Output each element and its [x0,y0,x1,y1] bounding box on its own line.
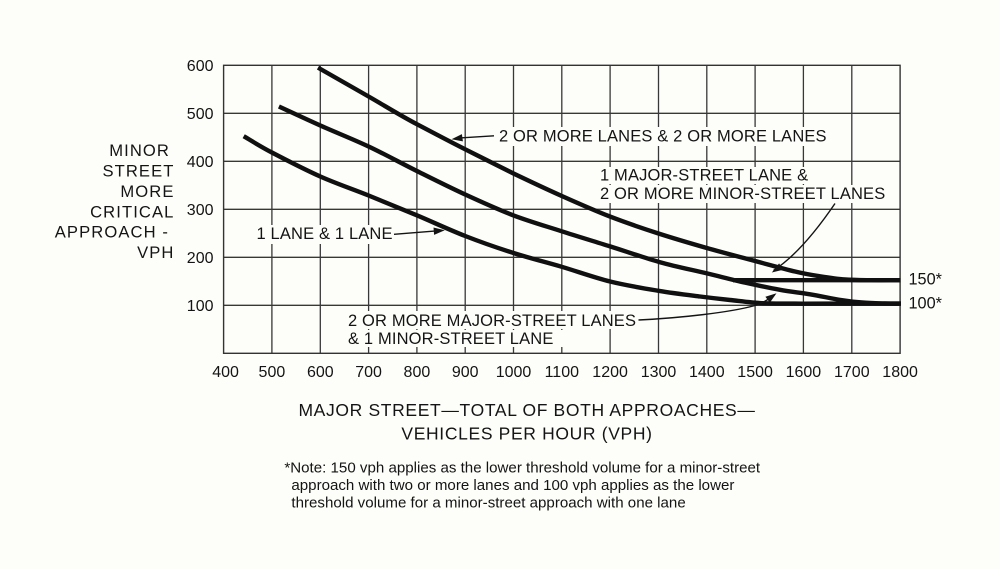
svg-text:1 LANE & 1 LANE: 1 LANE & 1 LANE [257,225,393,243]
svg-text:600: 600 [187,58,214,75]
svg-text:600: 600 [307,364,334,381]
svg-text:VPH: VPH [137,243,174,262]
svg-text:100*: 100* [909,295,943,313]
svg-text:MINOR: MINOR [109,141,170,160]
svg-text:1700: 1700 [834,364,870,381]
svg-text:2 OR MORE LANES & 2 OR MORE LA: 2 OR MORE LANES & 2 OR MORE LANES [499,128,827,146]
svg-text:MORE: MORE [120,182,174,201]
svg-text:MAJOR STREET—TOTAL OF BOTH APP: MAJOR STREET—TOTAL OF BOTH APPROACHES— [298,400,755,420]
svg-text:*Note: 150 vph applies as the: *Note: 150 vph applies as the lower thre… [284,459,761,476]
svg-text:500: 500 [259,364,286,381]
svg-text:1600: 1600 [786,364,822,381]
svg-text:500: 500 [187,106,214,123]
svg-text:400: 400 [187,154,214,171]
svg-text:100: 100 [187,298,214,315]
svg-text:1800: 1800 [882,364,918,381]
svg-text:APPROACH -: APPROACH - [55,223,169,242]
svg-text:approach with two or more lane: approach with two or more lanes and 100 … [291,477,734,494]
svg-text:STREET: STREET [102,162,174,181]
svg-text:800: 800 [404,364,431,381]
svg-text:1500: 1500 [737,364,773,381]
svg-text:1400: 1400 [689,364,725,381]
svg-text:400: 400 [212,364,239,381]
svg-text:300: 300 [187,202,214,219]
svg-text:2 OR MORE MAJOR-STREET LANES: 2 OR MORE MAJOR-STREET LANES [348,312,636,330]
svg-text:threshold volume for a minor-s: threshold volume for a minor-street appr… [291,494,685,511]
svg-text:VEHICLES PER HOUR (VPH): VEHICLES PER HOUR (VPH) [401,424,652,444]
svg-text:CRITICAL: CRITICAL [90,202,174,221]
svg-text:1000: 1000 [496,364,532,381]
svg-text:900: 900 [452,364,479,381]
svg-text:1300: 1300 [641,364,677,381]
svg-text:2 OR MORE MINOR-STREET LANES: 2 OR MORE MINOR-STREET LANES [600,185,885,203]
svg-text:1 MAJOR-STREET LANE &: 1 MAJOR-STREET LANE & [600,166,808,184]
svg-text:1200: 1200 [592,364,628,381]
svg-text:& 1 MINOR-STREET LANE: & 1 MINOR-STREET LANE [348,330,553,348]
svg-text:1100: 1100 [545,364,580,381]
svg-text:150*: 150* [909,270,943,288]
svg-text:700: 700 [355,364,382,381]
svg-text:200: 200 [187,250,214,267]
